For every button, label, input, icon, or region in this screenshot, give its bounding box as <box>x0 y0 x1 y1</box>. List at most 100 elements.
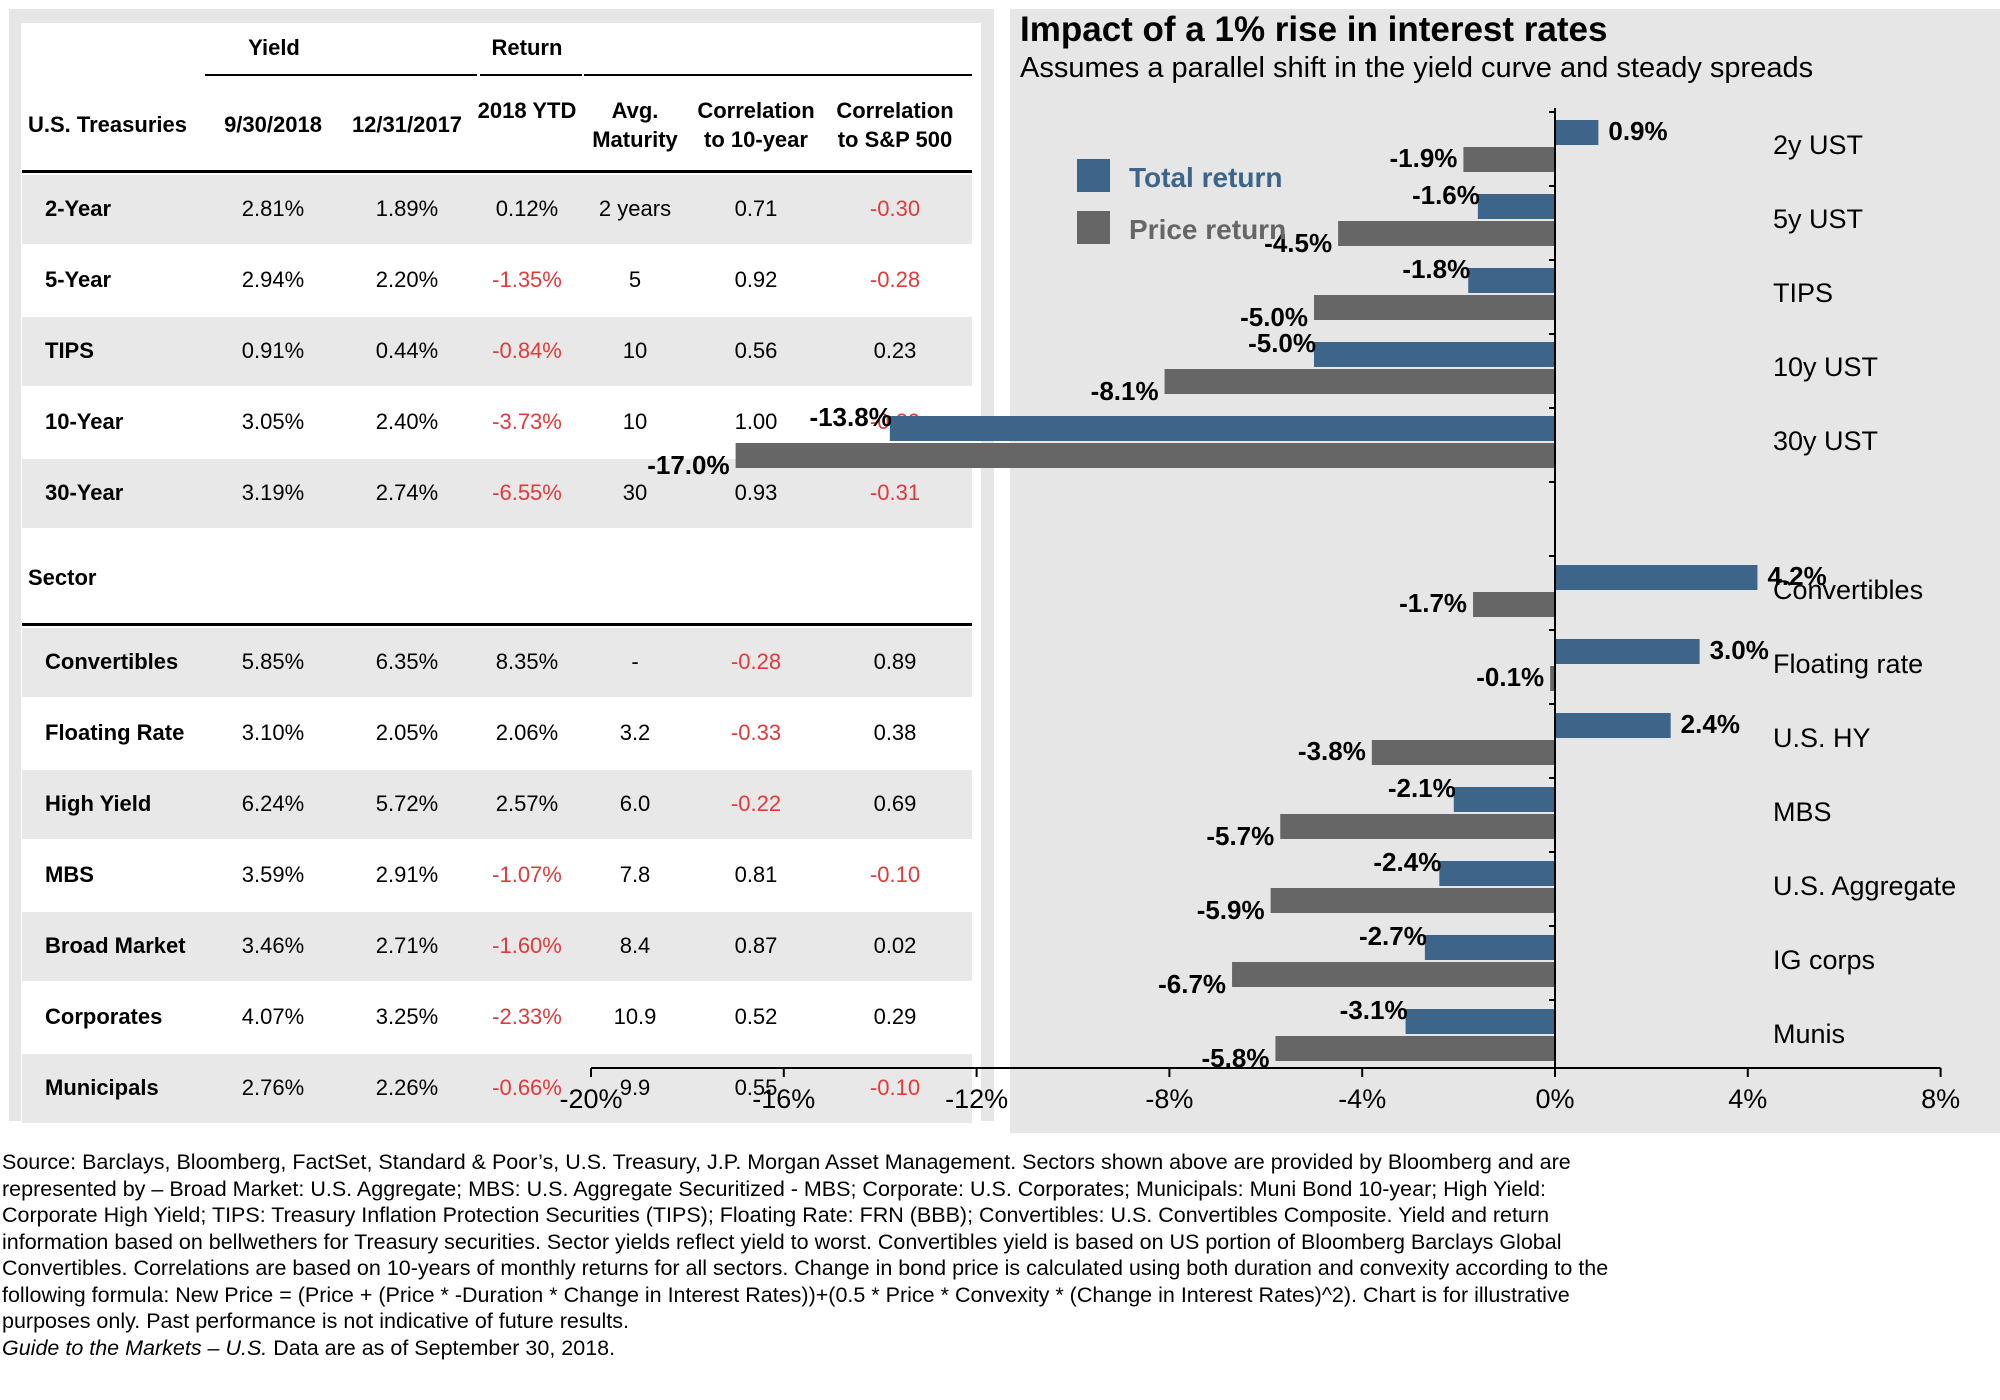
sector-row-label: Floating Rate <box>45 720 185 745</box>
sector-row-cell: 0.38 <box>873 720 917 745</box>
treasury-row-label: 5-Year <box>45 267 112 292</box>
label-price-return-7: -3.8% <box>1298 736 1366 766</box>
footnote: Source: Barclays, Bloomberg, FactSet, St… <box>2 1149 1642 1361</box>
sector-row-label: Convertibles <box>45 649 179 674</box>
sector-row-cell: -0.33 <box>730 720 782 745</box>
legend-swatch-price-return <box>1077 211 1110 244</box>
label-total-return-2: -1.8% <box>1402 254 1470 284</box>
sector-row-cell: 6.24% <box>241 791 305 816</box>
bar-price-return-4 <box>735 443 1555 468</box>
bar-total-return-5 <box>1555 565 1758 590</box>
treasury-row-cell: 2.94% <box>241 267 305 292</box>
treasury-row-cell: 0.23 <box>873 338 917 363</box>
treasury-row-cell: 2.81% <box>241 196 305 221</box>
sector-row-cell: 2.76% <box>241 1075 305 1100</box>
category-label-8: MBS <box>1773 797 1832 827</box>
yield-underline <box>205 74 477 76</box>
sector-row-label: Corporates <box>45 1004 163 1029</box>
sector-row-cell: 2.57% <box>495 791 559 816</box>
treasury-row-cell: 1.89% <box>375 196 439 221</box>
treasury-row-label: 30-Year <box>45 480 124 505</box>
guide-title: Guide to the Markets – U.S. <box>2 1335 268 1360</box>
bar-total-return-9 <box>1439 861 1555 886</box>
sector-row-stripe <box>22 1054 972 1123</box>
label-price-return-9: -5.9% <box>1197 895 1265 925</box>
legend-label-price-return: Price return <box>1129 214 1286 245</box>
treasury-row-label: 2-Year <box>45 196 112 221</box>
treasury-row-cell: 0.92 <box>734 267 778 292</box>
return-underline <box>480 74 582 76</box>
sector-row-cell: 0.81 <box>734 862 778 887</box>
sector-row-cell: -1.60% <box>492 933 562 958</box>
sector-row-label: High Yield <box>45 791 152 816</box>
header-rule <box>584 74 972 76</box>
header-avg-maturity: Avg. Maturity <box>592 98 678 152</box>
sector-row-cell: 5.72% <box>375 791 439 816</box>
label-total-return-10: -2.7% <box>1359 921 1427 951</box>
legend-swatch-total-return <box>1077 159 1110 192</box>
sector-row-stripe <box>22 628 972 697</box>
header-yield-12-31-2017: 12/31/2017 <box>351 112 463 137</box>
category-label-7: U.S. HY <box>1773 723 1871 753</box>
label-price-return-8: -5.7% <box>1206 821 1274 851</box>
label-total-return-4: -13.8% <box>809 402 891 432</box>
label-total-return-5: 4.2% <box>1767 561 1826 591</box>
sector-row-cell: -0.22 <box>730 791 782 816</box>
data-note: Data are as of September 30, 2018. <box>267 1335 616 1360</box>
bar-price-return-1 <box>1338 221 1555 246</box>
bar-total-return-1 <box>1477 194 1555 219</box>
treasury-row-cell: 3.19% <box>241 480 305 505</box>
bar-price-return-0 <box>1463 147 1555 172</box>
treasury-row-stripe <box>22 175 972 244</box>
label-price-return-2: -5.0% <box>1240 302 1308 332</box>
sector-row-cell: 2.06% <box>495 720 559 745</box>
header-yield-9-30-2018: 9/30/2018 <box>224 112 322 137</box>
x-tick-label-6: 4% <box>1728 1084 1767 1114</box>
sector-row-cell: -0.10 <box>869 862 921 887</box>
bar-price-return-10 <box>1232 962 1555 987</box>
treasury-row-stripe <box>22 459 972 528</box>
category-label-9: U.S. Aggregate <box>1773 871 1956 901</box>
treasury-row-label: 10-Year <box>45 409 124 434</box>
category-label-6: Floating rate <box>1773 649 1923 679</box>
treasury-row-stripe <box>22 317 972 386</box>
chart-title: Impact of a 1% rise in interest rates <box>1020 10 1608 49</box>
treasury-row-cell: 0.91% <box>241 338 305 363</box>
treasury-row-cell: 0.44% <box>375 338 439 363</box>
category-label-2: TIPS <box>1773 278 1833 308</box>
treasury-row-cell: -0.31 <box>869 480 921 505</box>
treasury-row-cell: 0.56 <box>734 338 778 363</box>
x-tick-label-3: -8% <box>1145 1084 1193 1114</box>
sector-row-cell: 2.26% <box>375 1075 439 1100</box>
treasury-row-cell: 30 <box>622 480 648 505</box>
label-total-return-7: 2.4% <box>1681 709 1740 739</box>
label-price-return-6: -0.1% <box>1476 662 1544 692</box>
header-correlation-sp500: Correlation to S&P 500 <box>836 98 954 152</box>
treasury-row-cell: 10 <box>622 409 648 434</box>
category-label-4: 30y UST <box>1773 426 1878 456</box>
category-label-0: 2y UST <box>1773 130 1863 160</box>
sector-row-cell: 0.52 <box>734 1004 778 1029</box>
label-total-return-8: -2.1% <box>1388 773 1456 803</box>
sector-row-cell: -2.33% <box>492 1004 562 1029</box>
sector-row-cell: 7.8 <box>619 862 651 887</box>
header-us-treasuries: U.S. Treasuries <box>28 112 187 137</box>
sector-row-cell: 9.9 <box>619 1075 651 1100</box>
label-price-return-3: -8.1% <box>1091 376 1159 406</box>
sector-row-cell: 2.05% <box>375 720 439 745</box>
treasury-row-cell: 5 <box>628 267 642 292</box>
group-header-yield: Yield <box>248 35 300 60</box>
sector-row-cell: 0.29 <box>873 1004 917 1029</box>
treasury-row-cell: 0.93 <box>734 480 778 505</box>
treasury-row-cell: -1.35% <box>492 267 562 292</box>
bar-total-return-10 <box>1424 935 1555 960</box>
treasury-row-cell: -6.55% <box>492 480 562 505</box>
x-tick-label-4: -4% <box>1338 1084 1386 1114</box>
bar-chart: 0.9% -1.9% 2y UST -1.6% -4.5% 5y UST -1.8% -5.0… <box>559 108 1960 1114</box>
sector-row-cell: 10.9 <box>613 1004 657 1029</box>
sector-heading: Sector <box>28 565 97 590</box>
sector-row-label: Municipals <box>45 1075 159 1100</box>
bar-price-return-2 <box>1314 295 1555 320</box>
label-price-return-5: -1.7% <box>1399 588 1467 618</box>
bar-total-return-7 <box>1555 713 1671 738</box>
